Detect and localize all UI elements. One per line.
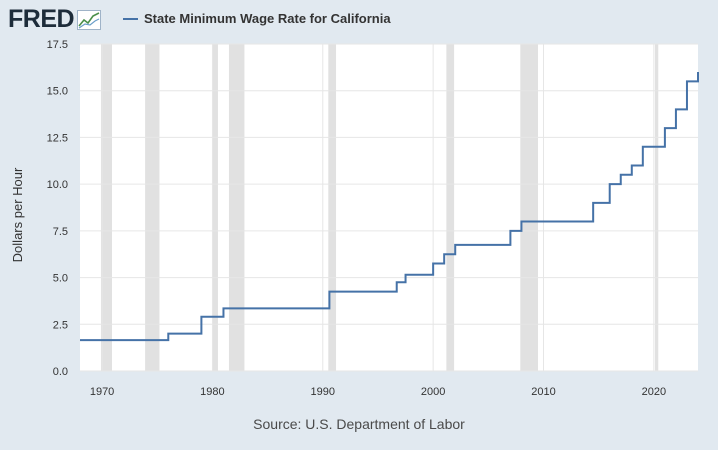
chart-header: FRED State Minimum Wage Rate for Califor… xyxy=(0,0,718,40)
line-chart-icon xyxy=(77,10,102,30)
y-tick-label: 17.5 xyxy=(47,39,68,51)
plot-area xyxy=(80,44,698,371)
x-tick-label: 2000 xyxy=(421,386,445,398)
fred-logo[interactable]: FRED xyxy=(8,5,102,33)
recession-band-2 xyxy=(212,44,218,371)
legend-swatch xyxy=(123,17,138,20)
y-tick-label: 0.0 xyxy=(53,366,68,378)
recession-band-6 xyxy=(520,44,538,371)
recession-band-3 xyxy=(228,44,245,371)
chart[interactable]: 0.0 2.5 5.0 7.5 10.0 12.5 15.0 17.5 1970 1980 199… xyxy=(0,0,718,410)
y-tick-label: 10.0 xyxy=(47,179,68,191)
recession-band-5 xyxy=(446,44,455,371)
series-line-0[interactable] xyxy=(80,72,699,342)
x-tick-label: 2010 xyxy=(531,386,555,398)
recession-band-7 xyxy=(654,44,659,371)
x-tick-labels: 1970 1980 1990 2000 2010 2020 xyxy=(90,386,666,398)
legend-label: State Minimum Wage Rate for California xyxy=(144,11,391,26)
y-tick-label: 2.5 xyxy=(53,319,68,331)
source-note: Source: U.S. Department of Labor xyxy=(253,416,465,432)
fred-logo-text: FRED xyxy=(8,5,75,33)
x-tick-label: 1990 xyxy=(311,386,335,398)
x-tick-label: 1980 xyxy=(200,386,224,398)
y-tick-label: 5.0 xyxy=(53,273,68,285)
y-axis-label: Dollars per Hour xyxy=(10,167,25,262)
y-tick-label: 15.0 xyxy=(47,86,68,98)
y-tick-labels: 0.0 2.5 5.0 7.5 10.0 12.5 15.0 17.5 xyxy=(47,39,68,378)
gridlines xyxy=(80,43,698,372)
legend[interactable]: State Minimum Wage Rate for California xyxy=(123,11,391,26)
y-tick-label: 7.5 xyxy=(53,226,68,238)
x-tick-label: 2020 xyxy=(642,386,666,398)
series-lines xyxy=(80,72,699,342)
recession-band-0 xyxy=(100,44,113,371)
recession-band-1 xyxy=(145,44,160,371)
y-tick-label: 12.5 xyxy=(47,132,68,144)
x-tick-label: 1970 xyxy=(90,386,114,398)
recession-bands xyxy=(100,44,659,371)
recession-band-4 xyxy=(328,44,337,371)
